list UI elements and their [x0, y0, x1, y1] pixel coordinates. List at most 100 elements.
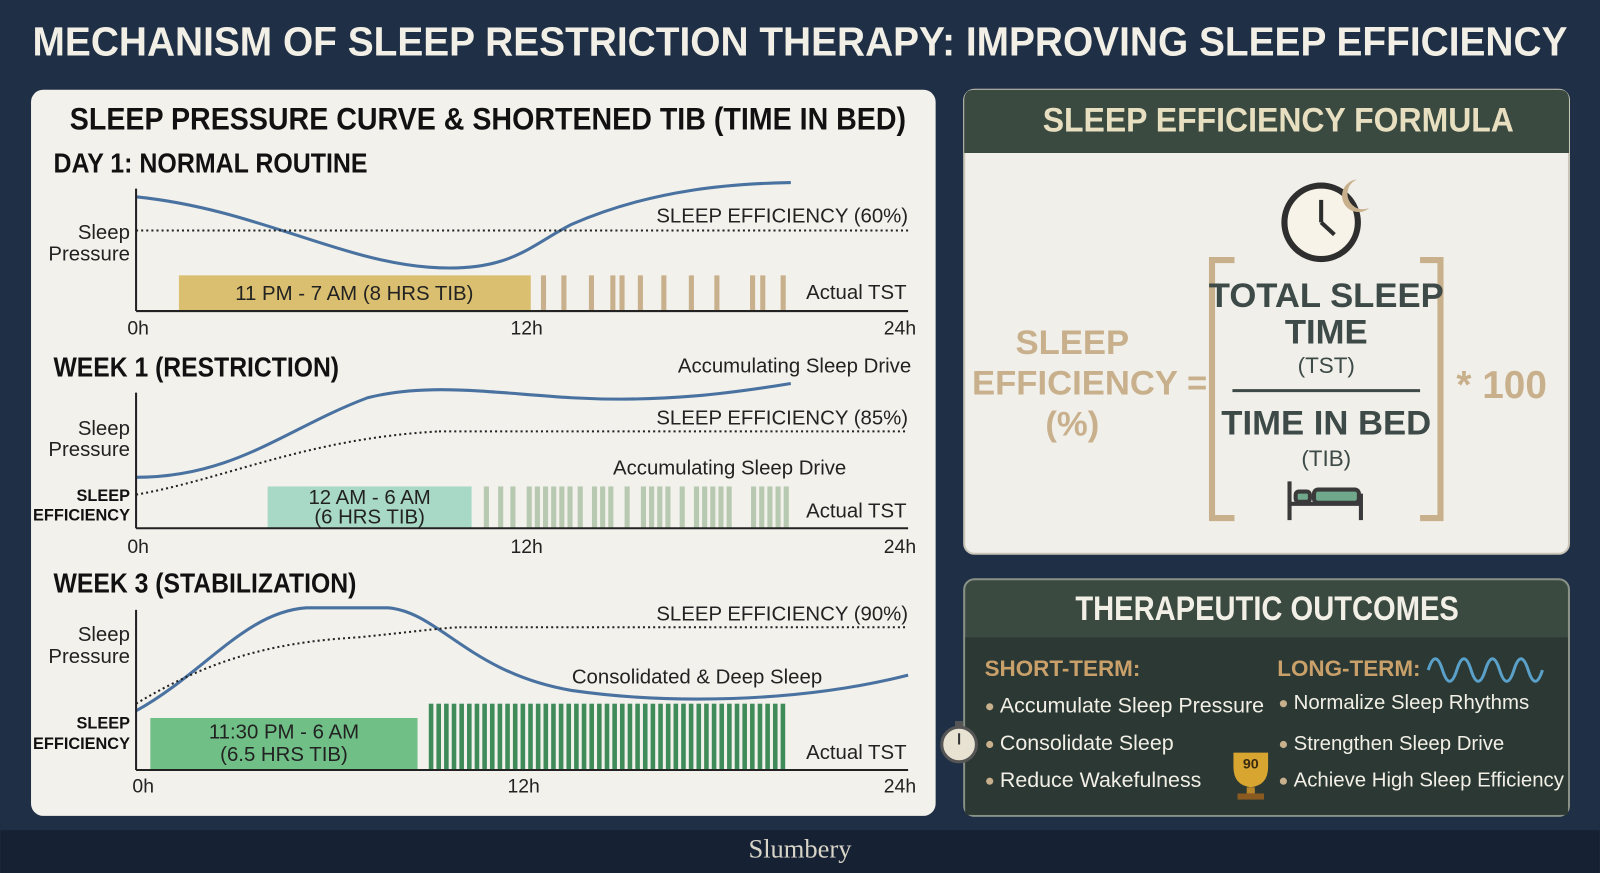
stripe: [637, 275, 643, 312]
stripe: [561, 275, 567, 312]
stripe: [704, 703, 709, 770]
x-tick-label: 24h: [884, 318, 916, 340]
stripe: [750, 703, 755, 770]
bullet: [986, 703, 994, 711]
x-tick-label: 24h: [884, 536, 916, 558]
multiplier: * 100: [1456, 364, 1547, 407]
trophy-icon: 90: [1233, 752, 1269, 800]
week3-panel: WEEK 3 (STABILIZATION) SLEEP EFFICIENCY …: [33, 568, 916, 798]
tst-stripes: [540, 275, 786, 312]
y-label: Sleep: [78, 418, 130, 440]
page-title: MECHANISM OF SLEEP RESTRICTION THERAPY: …: [33, 19, 1568, 65]
card-header: [964, 89, 1569, 153]
secondary-label: SLEEP: [77, 487, 131, 505]
stripe: [497, 703, 503, 770]
stripe: [588, 275, 594, 312]
stripe: [742, 703, 747, 770]
stripe: [459, 703, 464, 770]
stripe: [661, 275, 667, 312]
stripe: [608, 486, 614, 529]
stripe: [619, 703, 625, 770]
footer-brand: Slumbery: [748, 834, 852, 864]
stripe: [702, 486, 708, 529]
stripe: [534, 486, 540, 529]
outcome-item: Accumulate Sleep Pressure: [1000, 693, 1264, 717]
denominator-abbr: (TIB): [1301, 446, 1351, 471]
stripe: [444, 703, 449, 770]
card-title: THERAPEUTIC OUTCOMES: [1075, 590, 1458, 628]
secondary-label: SLEEP: [77, 714, 131, 732]
wave-icon: [1426, 657, 1544, 683]
bracket: [1208, 257, 1235, 522]
tib-bar: [267, 486, 472, 529]
stripe: [759, 486, 765, 529]
y-label: Pressure: [48, 646, 130, 668]
stripe: [711, 703, 717, 770]
secondary-label: EFFICIENCY: [33, 506, 130, 524]
stripe: [542, 486, 549, 529]
stripe: [650, 703, 656, 770]
efficiency-label: SLEEP EFFICIENCY (60%): [656, 206, 908, 228]
stripe: [649, 486, 655, 529]
stripe: [467, 703, 472, 770]
tib-label: (6.5 HRS TIB): [220, 744, 348, 766]
stripe: [775, 486, 781, 529]
stripe: [665, 486, 671, 529]
x-tick-label: 0h: [127, 318, 149, 340]
stripe: [624, 486, 630, 529]
stripe: [489, 703, 495, 770]
section-heading: LONG-TERM:: [1277, 656, 1420, 681]
stripe: [520, 703, 526, 770]
formula-lhs: SLEEP: [1015, 324, 1129, 362]
pressure-curve: [135, 181, 791, 270]
long-term-list: Normalize Sleep Rhythms Strengthen Sleep …: [1279, 692, 1565, 792]
stopwatch-icon: [940, 721, 978, 764]
y-label: Pressure: [48, 243, 130, 265]
day1-panel: DAY 1: NORMAL ROUTINE SLEEP EFFICIENCY (…: [48, 147, 916, 339]
stripe: [581, 703, 587, 770]
tib-label: 11 PM - 7 AM (8 HRS TIB): [235, 283, 473, 305]
outcome-item: Strengthen Sleep Drive: [1294, 733, 1505, 755]
stripe: [558, 703, 564, 770]
stripe: [657, 486, 663, 529]
stripe: [681, 703, 686, 770]
tst-stripes: [428, 703, 786, 770]
denominator: TIME IN BED: [1221, 404, 1431, 442]
tst-label: Actual TST: [806, 282, 906, 304]
stripe: [567, 486, 573, 529]
outcome-item: Reduce Wakefulness: [1000, 768, 1201, 792]
stripe: [474, 703, 480, 770]
stripe: [635, 703, 640, 770]
footer-band: [0, 830, 1600, 873]
stripe: [451, 703, 457, 770]
numerator: TIME: [1285, 314, 1368, 352]
formula-card: [963, 88, 1570, 555]
tib-label: (6 HRS TIB): [314, 506, 425, 528]
stripe: [718, 486, 724, 529]
stripe: [658, 703, 663, 770]
efficiency-label: SLEEP EFFICIENCY (85%): [656, 408, 908, 430]
stripe: [714, 275, 720, 312]
y-label: Sleep: [78, 222, 130, 244]
stripe: [597, 703, 602, 770]
stripe: [688, 275, 694, 312]
x-tick-label: 24h: [884, 775, 916, 797]
stripe: [540, 275, 547, 312]
stripe: [526, 486, 532, 529]
bullet: [986, 740, 994, 749]
annotation: Accumulating Sleep Drive: [613, 458, 846, 480]
tib-bar: [178, 275, 531, 312]
stripe: [780, 703, 786, 770]
stripe: [498, 486, 504, 529]
formula-lhs: (%): [1045, 405, 1099, 443]
tst-label: Actual TST: [806, 500, 906, 522]
stripe: [512, 703, 518, 770]
pressure-curve: [135, 606, 909, 713]
formula-lhs: EFFICIENCY =: [972, 365, 1207, 403]
short-term-list: Accumulate Sleep Pressure Consolidate Sle…: [986, 693, 1264, 792]
bullet: [1279, 777, 1287, 785]
panel-heading: DAY 1: NORMAL ROUTINE: [53, 147, 367, 178]
stripe: [436, 703, 442, 770]
x-tick-label: 12h: [511, 318, 543, 340]
